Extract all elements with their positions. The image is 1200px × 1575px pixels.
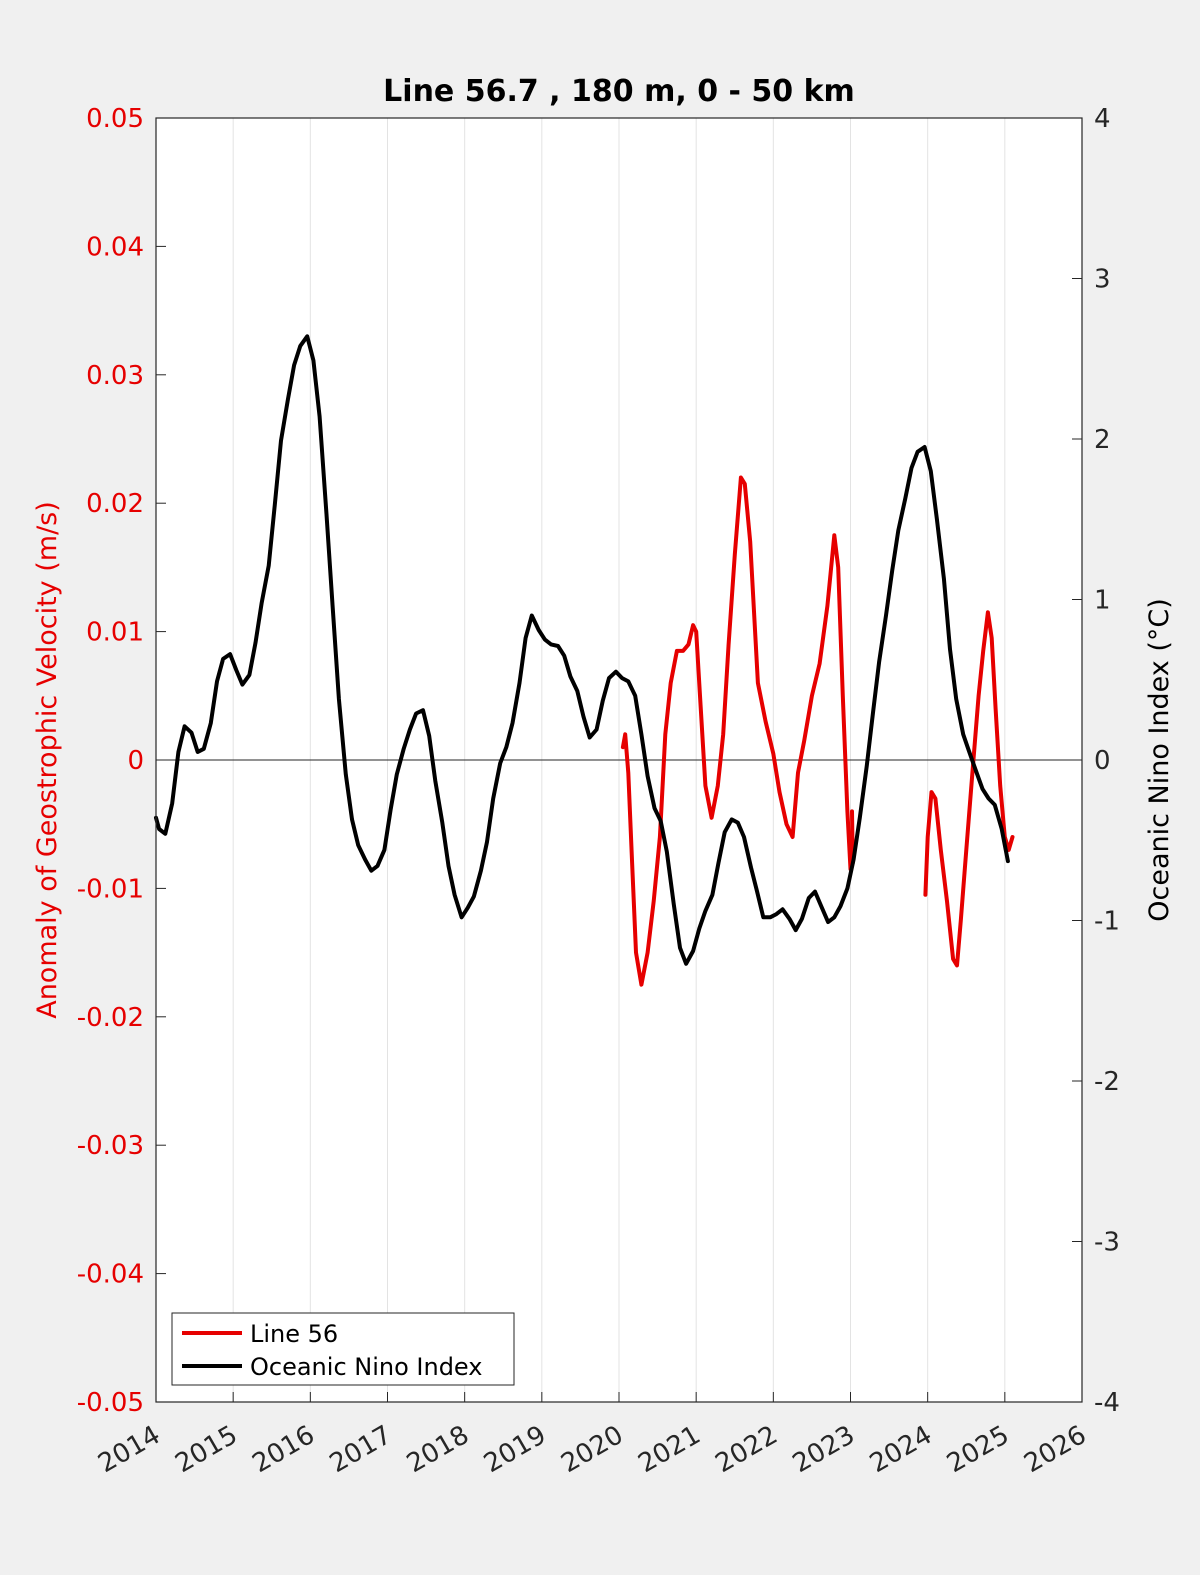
y-left-tick-label: -0.05	[77, 1388, 144, 1418]
left-y-axis: -0.05 -0.04 -0.03 -0.02 -0.01 0 0.01 0.02 0.03 0.…	[77, 104, 166, 1418]
legend-box	[171, 1312, 515, 1386]
x-tick-label: 2017	[325, 1420, 397, 1479]
x-tick-label: 2015	[170, 1420, 242, 1479]
right-y-axis: -4 -3 -2 -1 0 1 2 3 4	[1072, 104, 1120, 1418]
y-left-tick-label: -0.03	[77, 1131, 144, 1161]
y-right-tick-label: 3	[1094, 265, 1111, 295]
x-tick-label: 2024	[865, 1420, 937, 1479]
y-left-tick-label: 0.01	[86, 618, 144, 648]
y-right-tick-label: 4	[1094, 104, 1111, 134]
y-left-tick-label: 0.02	[86, 489, 144, 519]
chart-title: Line 56.7 , 180 m, 0 - 50 km	[383, 74, 855, 109]
series-oceanic-nino-index	[154, 334, 1010, 966]
y-left-tick-label: -0.01	[77, 874, 144, 904]
y-right-tick-label: 1	[1094, 586, 1111, 616]
x-tick-label: 2021	[633, 1420, 705, 1479]
series-layer	[154, 334, 1015, 987]
y-right-tick-label: -4	[1094, 1388, 1120, 1418]
legend-label-oni: Oceanic Nino Index	[250, 1353, 482, 1381]
y-left-tick-label: 0.05	[86, 104, 144, 134]
y-right-tick-label: -2	[1094, 1067, 1120, 1097]
y-left-tick-label: -0.04	[77, 1260, 144, 1290]
left-y-axis-label: Anomaly of Geostrophic Velocity (m/s)	[32, 501, 63, 1019]
x-tick-label: 2014	[93, 1420, 165, 1479]
x-axis: 2014 2015 2016 2017 2018 2019 2020 2021 2022 2023…	[93, 1392, 1092, 1479]
y-left-tick-label: 0.04	[86, 232, 144, 262]
y-right-tick-label: -3	[1094, 1228, 1120, 1258]
right-y-axis-label: Oceanic Nino Index (°C)	[1144, 598, 1175, 922]
legend: Line 56 Oceanic Nino Index	[171, 1312, 515, 1386]
y-left-tick-label: -0.02	[77, 1003, 144, 1033]
x-tick-label: 2016	[248, 1420, 320, 1479]
x-tick-label: 2018	[402, 1420, 474, 1479]
series-line56-segment-3	[923, 610, 1015, 968]
legend-label-line56: Line 56	[250, 1320, 338, 1348]
x-tick-label: 2025	[942, 1420, 1014, 1479]
x-tick-label: 2020	[556, 1420, 628, 1479]
y-right-tick-label: -1	[1094, 907, 1120, 937]
y-left-tick-label: 0	[127, 746, 144, 776]
x-tick-label: 2019	[479, 1420, 551, 1479]
series-line56-segment-1	[620, 475, 853, 987]
y-left-tick-label: 0.03	[86, 361, 144, 391]
y-right-tick-label: 0	[1094, 746, 1111, 776]
x-tick-label: 2026	[1019, 1420, 1091, 1479]
x-tick-label: 2022	[711, 1420, 783, 1479]
y-right-tick-label: 2	[1094, 425, 1111, 455]
x-tick-label: 2023	[788, 1420, 860, 1479]
